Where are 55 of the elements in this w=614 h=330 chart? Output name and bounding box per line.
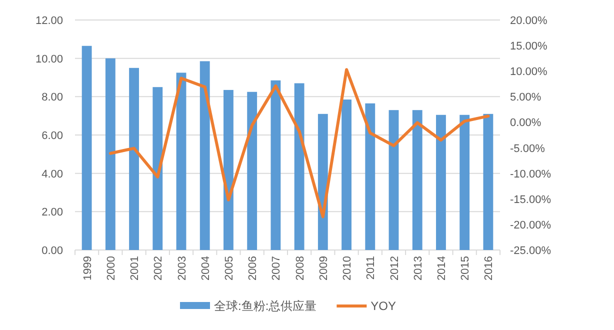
x-tick-label: 2002 xyxy=(152,256,165,280)
bar xyxy=(105,58,116,250)
bar xyxy=(460,114,470,250)
bar xyxy=(152,87,163,250)
x-tick-label: 2014 xyxy=(436,256,448,280)
legend-label: 全球:鱼粉:总供应量 xyxy=(214,299,317,313)
y2-tick-label: -20.00% xyxy=(510,219,552,232)
y2-tick-label: -25.00% xyxy=(510,245,552,257)
y2-tick-label: -10.00% xyxy=(510,168,552,180)
bar xyxy=(270,80,281,250)
y-tick-label: 12.00 xyxy=(35,15,63,27)
bar xyxy=(224,90,234,250)
bar xyxy=(436,114,446,250)
y-tick-label: 10.00 xyxy=(35,53,63,66)
bar xyxy=(200,61,210,250)
x-tick-label: 2007 xyxy=(270,256,283,280)
x-tick-label: 2003 xyxy=(176,256,188,280)
x-tick-label: 2009 xyxy=(318,256,330,280)
bar xyxy=(483,114,494,250)
bar xyxy=(176,72,186,250)
y2-tick-label: -5.00% xyxy=(510,142,546,155)
x-tick-label: 1999 xyxy=(82,256,94,280)
y2-tick-label: 5.00% xyxy=(510,92,542,104)
line-series xyxy=(108,68,490,218)
y-tick-label: 2.00 xyxy=(42,206,63,219)
x-tick-label: 2010 xyxy=(342,256,354,280)
x-tick-label: 2006 xyxy=(247,256,260,280)
x-tick-label: 2011 xyxy=(365,256,378,280)
bar xyxy=(82,46,92,250)
bar xyxy=(342,100,352,250)
y2-tick-label: 15.00% xyxy=(510,40,548,53)
y2-tick-label: 0.00% xyxy=(510,117,542,130)
x-tick-label: 2001 xyxy=(129,256,142,280)
x-tick-label: 2000 xyxy=(105,256,118,280)
x-tick-label: 2013 xyxy=(412,256,424,280)
x-tick-label: 2016 xyxy=(483,256,496,280)
x-tick-label: 2008 xyxy=(294,256,306,280)
x-tick-label: 2012 xyxy=(388,256,401,280)
bar xyxy=(365,103,376,250)
y2-tick-label: -15.00% xyxy=(510,194,552,206)
y2-tick-label: 20.00% xyxy=(510,15,548,27)
bar xyxy=(412,110,422,250)
y-tick-label: 6.00 xyxy=(42,130,63,142)
bar xyxy=(294,83,304,250)
bar xyxy=(388,110,399,250)
legend-label: YOY xyxy=(370,299,396,313)
y-tick-label: 4.00 xyxy=(42,168,63,180)
y-tick-label: 0.00 xyxy=(42,245,63,257)
x-tick-label: 2015 xyxy=(460,256,472,280)
y2-tick-label: 10.00% xyxy=(510,66,548,78)
bar xyxy=(247,92,258,250)
bar xyxy=(129,68,139,250)
x-tick-label: 2004 xyxy=(200,256,212,280)
x-tick-label: 2005 xyxy=(223,256,236,280)
y-tick-label: 8.00 xyxy=(42,92,63,104)
